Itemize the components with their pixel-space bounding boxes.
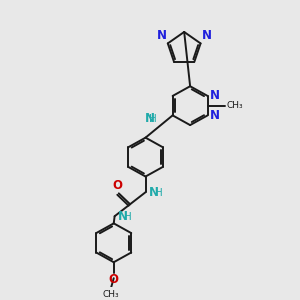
Text: H: H — [155, 188, 163, 198]
Text: H: H — [124, 212, 132, 222]
Text: H: H — [149, 114, 157, 124]
Text: N: N — [209, 110, 219, 122]
Text: N: N — [149, 186, 159, 199]
Text: N: N — [145, 112, 154, 125]
Text: N: N — [118, 210, 128, 223]
Text: CH₃: CH₃ — [103, 290, 119, 299]
Text: N: N — [202, 29, 212, 42]
Text: CH₃: CH₃ — [227, 101, 244, 110]
Text: O: O — [112, 179, 122, 192]
Text: N: N — [157, 29, 166, 42]
Text: N: N — [209, 89, 219, 102]
Text: O: O — [109, 273, 119, 286]
